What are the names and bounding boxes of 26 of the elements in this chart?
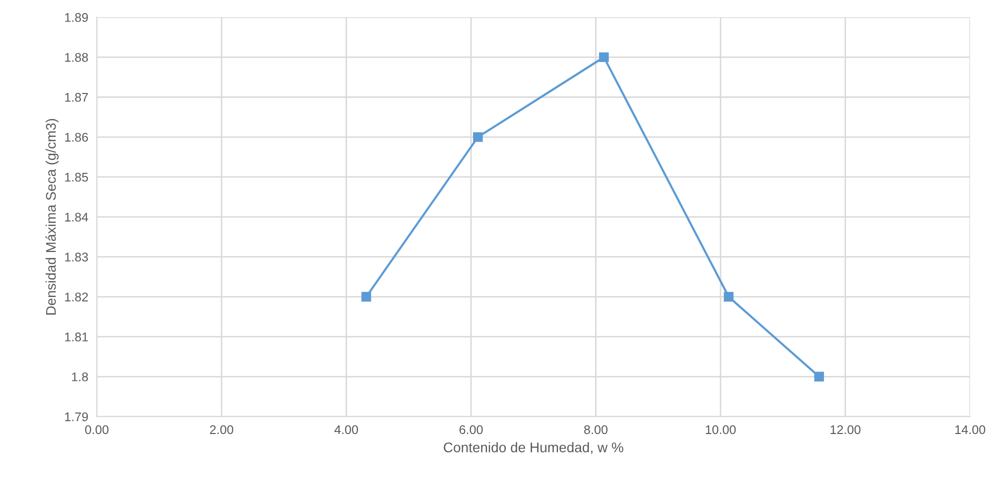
y-tick-label: 1.79	[65, 412, 88, 422]
x-tick-label: 6.00	[460, 425, 483, 434]
x-axis-title: Contenido de Humedad, w %	[444, 442, 624, 454]
y-tick-label: 1.83	[65, 252, 88, 262]
point	[473, 132, 483, 142]
x-tick-label: 0.00	[85, 425, 108, 434]
y-tick-label: 1.81	[65, 332, 88, 342]
x-tick-label: 10.00	[706, 425, 736, 434]
y-tick-label: 1.85	[65, 172, 88, 182]
x-tick-label: 4.00	[334, 425, 358, 434]
y-tick-label: 1.82	[65, 292, 88, 302]
point	[361, 292, 372, 302]
x-tick-label: 8.00	[584, 425, 608, 434]
y-tick-label: 1.89	[65, 13, 88, 22]
y-tick-label: 1.8	[72, 372, 88, 382]
point	[814, 372, 824, 382]
y-tick-label: 1.87	[65, 92, 88, 102]
y-tick-label: 1.84	[65, 212, 88, 222]
point	[724, 292, 734, 302]
point	[599, 52, 609, 62]
x-tick-label: 2.00	[210, 425, 234, 434]
y-axis-title: Densidad Máxima Seca (g/cm3)	[45, 118, 59, 315]
x-tick-label: 12.00	[830, 425, 860, 434]
y-tick-label: 1.86	[65, 132, 88, 142]
y-tick-label: 1.88	[65, 52, 88, 62]
x-tick-label: 14.00	[955, 425, 986, 434]
